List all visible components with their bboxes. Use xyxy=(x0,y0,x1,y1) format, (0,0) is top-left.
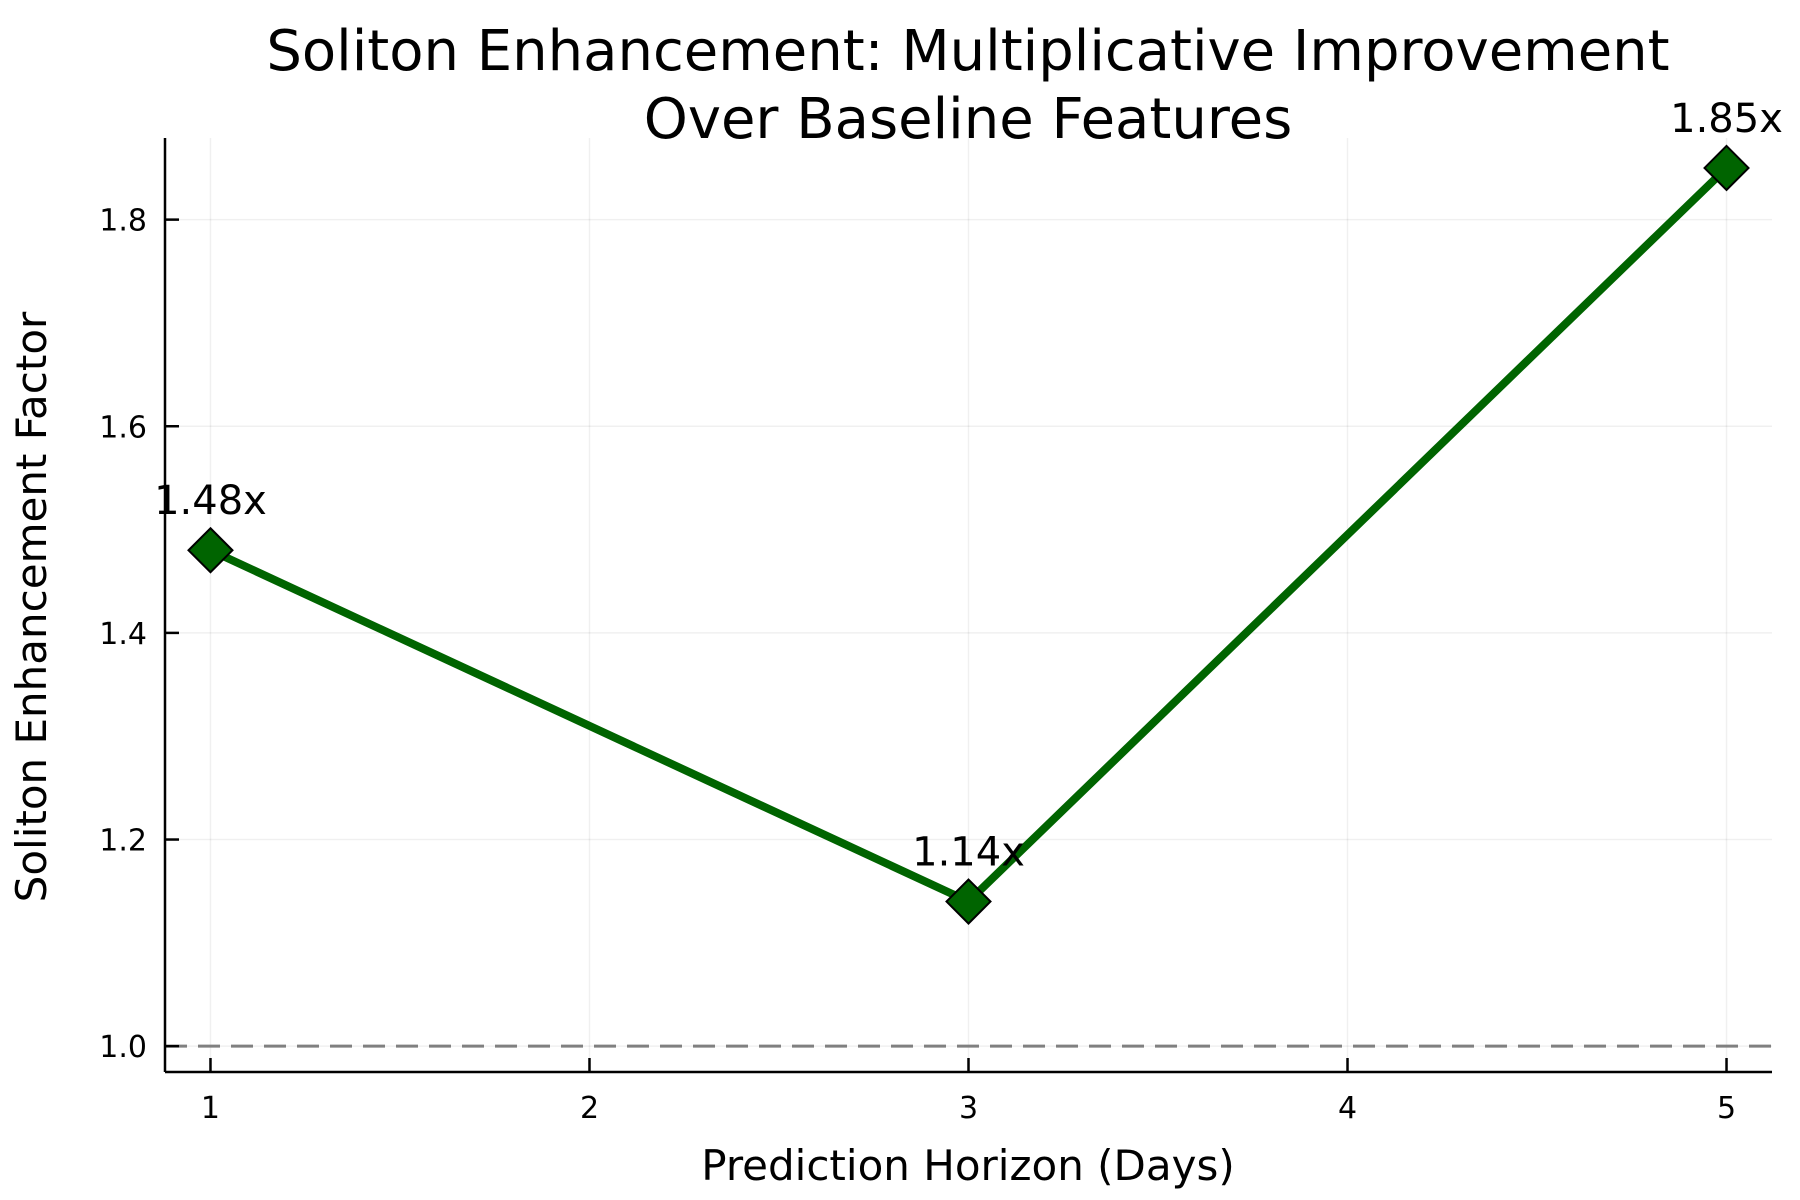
data-point-marker xyxy=(1703,144,1750,192)
chart-title: Soliton Enhancement: Multiplicative Impr… xyxy=(266,19,1669,152)
data-point-label: 1.48x xyxy=(154,478,267,524)
chart-title-line-2: Over Baseline Features xyxy=(644,87,1293,152)
y-tick-label: 1.2 xyxy=(99,824,147,859)
data-point-marker xyxy=(187,526,234,574)
x-tick-label: 2 xyxy=(580,1091,599,1126)
data-point-label: 1.14x xyxy=(912,830,1025,876)
y-tick-label: 1.8 xyxy=(99,204,147,239)
y-axis-label: Soliton Enhancement Factor xyxy=(7,311,56,902)
x-tick-label: 5 xyxy=(1717,1091,1736,1126)
y-tick-label: 1.0 xyxy=(99,1030,147,1065)
y-tick-label: 1.4 xyxy=(99,617,147,652)
x-tick-label: 1 xyxy=(201,1091,220,1126)
x-tick-label: 3 xyxy=(959,1091,978,1126)
x-tick-label: 4 xyxy=(1338,1091,1357,1126)
data-point-label: 1.85x xyxy=(1670,96,1783,142)
axis-ticks: 1 2 3 4 5 1.0 1.2 1.4 1.6 1.8 xyxy=(99,204,1736,1126)
data-point-marker xyxy=(945,878,992,925)
series-layer xyxy=(187,144,1750,925)
chart-title-line-1: Soliton Enhancement: Multiplicative Impr… xyxy=(266,19,1669,84)
x-axis-label: Prediction Horizon (Days) xyxy=(701,1141,1235,1190)
y-tick-label: 1.6 xyxy=(99,410,147,445)
data-labels-layer: 1.48x 1.14x 1.85x xyxy=(154,96,1783,876)
